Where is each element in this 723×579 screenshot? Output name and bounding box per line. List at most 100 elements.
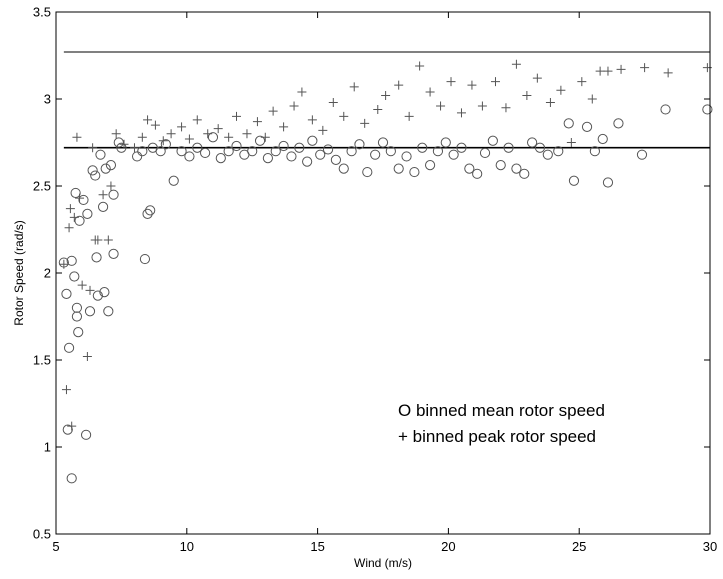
peak-point — [318, 125, 328, 135]
mean-point — [61, 288, 72, 299]
peak-point — [394, 80, 404, 90]
mean-point — [456, 142, 467, 153]
x-tick-label: 10 — [180, 539, 194, 554]
y-tick-label: 1 — [44, 440, 51, 455]
mean-point — [223, 146, 234, 157]
peak-point — [85, 285, 95, 295]
peak-point — [98, 190, 108, 200]
mean-point — [503, 142, 514, 153]
peak-point — [307, 115, 317, 125]
mean-point — [472, 168, 483, 179]
mean-point — [534, 142, 546, 153]
mean-point — [74, 215, 85, 226]
x-axis-ticks: 5 10 15 20 25 30 — [52, 12, 717, 554]
y-tick-label: 3.5 — [33, 5, 51, 20]
mean-point — [82, 208, 93, 219]
peak-point — [158, 136, 168, 146]
mean-point — [78, 194, 89, 206]
y-axis-ticks: 0.5 1 1.5 2 2.5 3 3.5 — [33, 5, 710, 542]
mean-point — [542, 149, 553, 160]
mean-point — [424, 160, 436, 171]
peak-point — [166, 129, 176, 139]
mean-point — [160, 139, 171, 150]
mean-point — [262, 153, 273, 164]
peak-point — [129, 143, 139, 153]
mean-point — [66, 473, 77, 484]
mean-point — [393, 163, 404, 174]
series-peak-rotor-speed — [59, 59, 712, 431]
mean-point — [589, 146, 600, 157]
peak-point — [640, 63, 650, 73]
mean-point — [495, 160, 506, 171]
mean-point — [553, 146, 564, 157]
peak-point — [373, 104, 383, 114]
peak-point — [297, 87, 307, 97]
x-tick-label: 25 — [572, 539, 586, 554]
mean-point — [330, 154, 342, 165]
peak-point — [522, 91, 532, 101]
mean-point — [108, 189, 119, 200]
mean-point — [286, 151, 297, 162]
mean-point — [66, 255, 77, 266]
mean-point — [87, 165, 98, 176]
x-axis-label: Wind (m/s) — [354, 556, 412, 570]
mean-point — [215, 153, 226, 164]
mean-point — [409, 166, 420, 178]
mean-point — [254, 135, 266, 146]
mean-point — [84, 306, 96, 317]
mean-point — [137, 146, 148, 157]
mean-point — [231, 140, 242, 152]
peak-point — [456, 108, 466, 118]
peak-point — [59, 259, 69, 269]
mean-point — [155, 146, 166, 157]
mean-point — [207, 132, 219, 143]
peak-point — [67, 421, 77, 431]
peak-point — [150, 120, 160, 130]
mean-point — [370, 149, 381, 160]
mean-point — [613, 118, 624, 129]
peak-point — [511, 59, 521, 69]
peak-point — [75, 193, 85, 203]
mean-point — [401, 151, 412, 162]
peak-point — [289, 101, 299, 111]
mean-point — [568, 175, 580, 186]
peak-point — [279, 122, 289, 132]
peak-point — [61, 385, 71, 395]
mean-point — [103, 306, 114, 317]
peak-point — [69, 212, 79, 222]
mean-point — [432, 146, 444, 157]
mean-point — [192, 142, 203, 153]
mean-point — [73, 327, 84, 338]
peak-point — [436, 101, 446, 111]
peak-point — [577, 77, 587, 87]
peak-point — [545, 97, 555, 107]
peak-point — [213, 124, 223, 134]
mean-point — [139, 253, 151, 265]
mean-point — [142, 208, 153, 219]
mean-point — [278, 140, 289, 152]
mean-point — [145, 205, 156, 216]
peak-point — [64, 223, 74, 233]
mean-point — [90, 170, 101, 181]
peak-point — [415, 61, 425, 71]
peak-point — [595, 66, 605, 76]
peak-point — [556, 85, 566, 95]
mean-point — [519, 168, 530, 179]
x-tick-label: 20 — [441, 539, 455, 554]
peak-point — [111, 129, 121, 139]
peak-point — [192, 115, 202, 125]
mean-point — [417, 142, 428, 153]
peak-point — [349, 82, 359, 92]
peak-point — [360, 118, 370, 128]
mean-point — [63, 342, 75, 353]
peak-point — [88, 143, 98, 153]
peak-point — [119, 139, 129, 149]
peak-point — [339, 111, 349, 121]
mean-point — [200, 147, 211, 159]
mean-point — [440, 137, 451, 148]
peak-point — [184, 134, 194, 144]
mean-point — [479, 147, 491, 159]
mean-point — [95, 149, 106, 160]
peak-point — [72, 132, 82, 142]
mean-point — [464, 163, 475, 174]
